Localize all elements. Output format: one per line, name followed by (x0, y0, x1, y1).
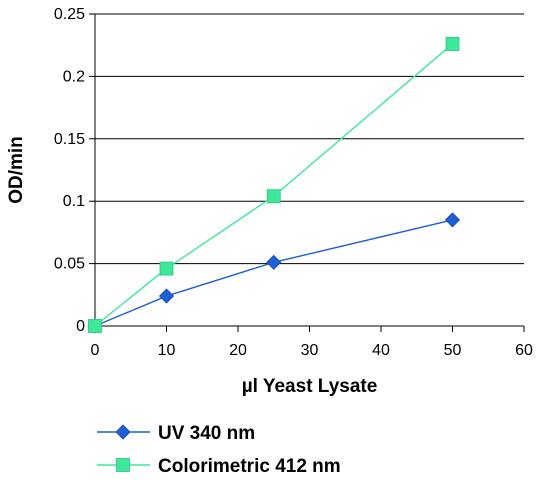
y-axis-title: OD/min (6, 136, 27, 204)
series-0-point-1 (158, 288, 175, 304)
legend-label-0: UV 340 nm (158, 423, 255, 444)
legend: UV 340 nm Colorimetric 412 nm (97, 423, 341, 477)
x-tick-label-2: 20 (229, 342, 247, 359)
series-1-point-1 (159, 261, 174, 276)
x-tick-label-4: 40 (372, 342, 390, 359)
x-tick-label-3: 30 (301, 342, 319, 359)
x-tick-label-1: 10 (158, 342, 176, 359)
x-tick-label-0: 0 (91, 342, 100, 359)
legend-marker-0 (115, 424, 131, 440)
series-0-point-2 (266, 254, 282, 270)
y-tick-label-4: 0.2 (63, 68, 85, 85)
legend-label-1: Colorimetric 412 nm (158, 456, 341, 477)
y-tick-label-5: 0.25 (54, 6, 85, 23)
series-0-point-3 (444, 212, 461, 228)
x-tick-label-5: 50 (444, 342, 462, 359)
x-axis-title: µl Yeast Lysate (242, 376, 378, 397)
series-line-1 (94, 43, 453, 327)
x-axis-ticks: 0 10 20 30 40 50 60 (91, 326, 533, 359)
y-axis-ticks: 0 0.05 0.1 0.15 0.2 0.25 (54, 6, 95, 335)
grid-lines (95, 13, 524, 265)
y-tick-label-3: 0.15 (54, 131, 85, 148)
axes (89, 14, 524, 332)
series-line-0 (94, 219, 453, 327)
series-group (87, 37, 461, 334)
y-tick-label-2: 0.1 (63, 193, 85, 210)
legend-marker-1 (116, 458, 130, 472)
y-tick-label-1: 0.05 (54, 256, 85, 273)
x-tick-label-6: 60 (515, 342, 533, 359)
series-1-point-0 (88, 319, 102, 333)
series-1-point-2 (266, 189, 281, 204)
y-tick-label-0: 0 (76, 318, 85, 335)
series-1-point-3 (445, 37, 460, 51)
